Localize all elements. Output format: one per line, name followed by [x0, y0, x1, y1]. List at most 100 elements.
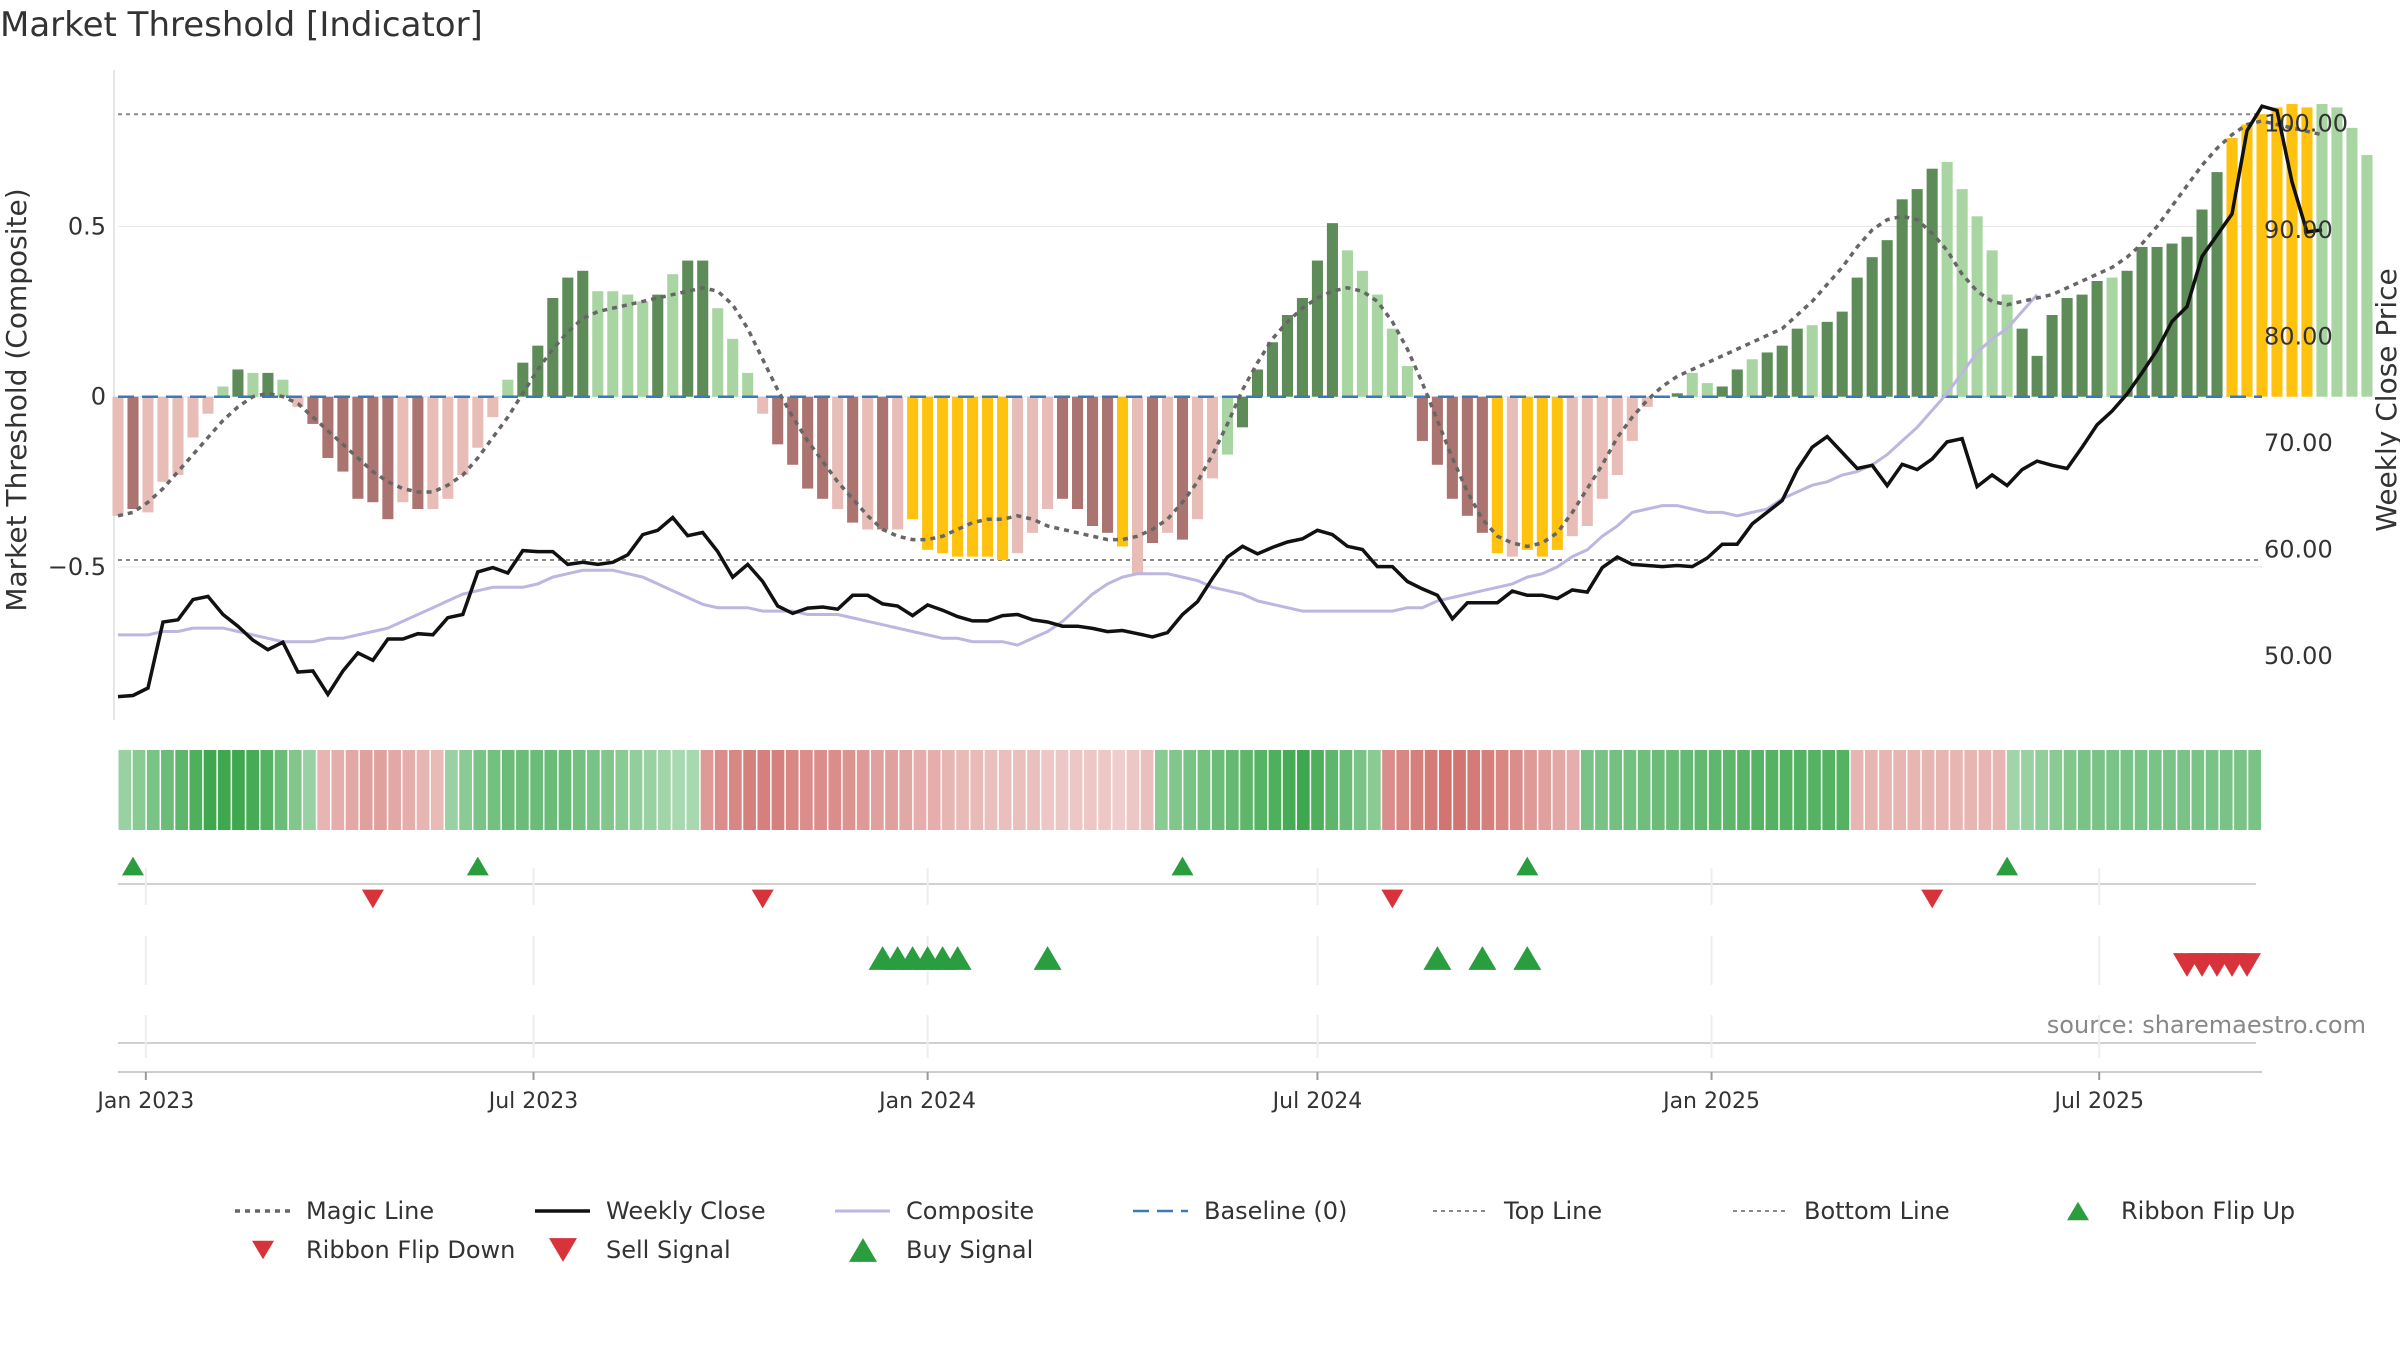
- ribbon-cell: [1084, 750, 1097, 830]
- composite-bar: [1686, 372, 1698, 397]
- ribbon-cell: [459, 750, 472, 830]
- ribbon-cell: [1112, 750, 1126, 830]
- composite-bar: [1446, 396, 1458, 499]
- composite-bar: [1761, 352, 1773, 397]
- left-tick-label: −0.5: [48, 553, 106, 581]
- composite-bar: [517, 362, 529, 397]
- ribbon-cell: [1850, 750, 1864, 830]
- composite-bar: [1866, 257, 1878, 397]
- composite-bar: [202, 396, 214, 414]
- composite-bar: [2121, 270, 2133, 397]
- composite-bar: [367, 396, 379, 503]
- composite-bar: [2316, 104, 2328, 397]
- ribbon-cell: [814, 750, 827, 830]
- composite-bar: [262, 372, 274, 397]
- composite-bar: [307, 396, 319, 424]
- right-tick-label: 60.00: [2264, 536, 2333, 564]
- composite-line: [118, 293, 2039, 647]
- x-tick-label: Jul 2023: [487, 1089, 579, 1114]
- ribbon-cell: [615, 750, 629, 830]
- composite-bar: [1566, 396, 1578, 537]
- composite-bar: [472, 396, 484, 448]
- composite-bar: [1131, 396, 1144, 574]
- ribbon-cell: [317, 750, 330, 830]
- composite-bar: [1296, 298, 1308, 397]
- left-tick-label: 0.5: [68, 213, 106, 241]
- ribbon-cell: [1552, 750, 1566, 830]
- ribbon-cell: [1254, 750, 1268, 830]
- composite-bar: [682, 260, 694, 397]
- ribbon-cell: [303, 750, 316, 830]
- composite-bar: [292, 396, 304, 407]
- composite-bar: [1551, 396, 1563, 550]
- composite-bar: [1896, 199, 1908, 397]
- composite-bar: [142, 396, 154, 513]
- ribbon-cell: [785, 750, 799, 830]
- ribbon-cell: [1623, 750, 1637, 830]
- composite-bar: [1191, 396, 1204, 520]
- composite-bar: [712, 308, 724, 397]
- composite-bar: [592, 291, 604, 397]
- ribbon-flip-up-marker: [466, 856, 489, 876]
- composite-bar: [2301, 107, 2313, 397]
- composite-bar: [2031, 355, 2043, 397]
- ribbon-cell: [473, 750, 487, 830]
- ribbon-cell: [1155, 750, 1168, 830]
- ribbon-cell: [2049, 750, 2063, 830]
- ribbon-cell: [1325, 750, 1339, 830]
- ribbon-cell: [331, 750, 345, 830]
- ribbon-cell: [572, 750, 586, 830]
- legend-label: Ribbon Flip Down: [306, 1236, 515, 1264]
- ribbon-flip-down-marker: [1921, 889, 1944, 909]
- composite-bar: [2016, 328, 2028, 397]
- ribbon-cell: [643, 750, 657, 830]
- composite-bars: [112, 104, 2373, 574]
- ribbon-cell: [1495, 750, 1509, 830]
- x-tick-label: Jul 2025: [2052, 1089, 2144, 1114]
- ribbon-cell: [828, 750, 842, 830]
- composite-bar: [907, 396, 919, 520]
- composite-bar: [322, 396, 334, 458]
- ribbon-cell: [1453, 750, 1466, 830]
- ribbon-cell: [1169, 750, 1182, 830]
- composite-bar: [2076, 294, 2088, 397]
- ribbon: [118, 750, 2261, 830]
- ribbon-cell: [217, 750, 231, 830]
- ribbon-cell: [842, 750, 856, 830]
- ribbon-cell: [1595, 750, 1608, 830]
- composite-bar: [772, 396, 784, 445]
- composite-bar: [937, 396, 949, 554]
- ribbon-cell: [658, 750, 671, 830]
- series-lines: [117, 104, 2323, 699]
- ribbon-cell: [1140, 750, 1154, 830]
- right-tick-label: 80.00: [2264, 322, 2333, 350]
- ribbon-cell: [1027, 750, 1040, 830]
- ribbon-cell: [246, 750, 259, 830]
- composite-bar: [247, 372, 259, 397]
- ribbon-cell: [2134, 750, 2148, 830]
- composite-bar: [412, 396, 424, 510]
- composite-bar: [802, 396, 814, 489]
- composite-bar: [1102, 396, 1114, 533]
- legend: Magic Line Weekly Close Composite Baseline …: [235, 1197, 2295, 1264]
- composite-bar: [862, 396, 874, 530]
- ribbon-cell: [1637, 750, 1651, 830]
- ribbon-cell: [1935, 750, 1949, 830]
- ribbon-cell: [288, 750, 302, 830]
- ribbon-cell: [161, 750, 174, 830]
- ribbon-cell: [2177, 750, 2191, 830]
- composite-bar: [877, 396, 889, 530]
- ribbon-cell: [232, 750, 245, 830]
- ribbon-cell: [700, 750, 714, 830]
- ribbon-cell: [501, 750, 515, 830]
- ribbon-cell: [416, 750, 430, 830]
- composite-bar: [982, 396, 994, 557]
- ribbon-cell: [274, 750, 288, 830]
- composite-bar: [1641, 396, 1653, 407]
- ribbon-cell: [118, 750, 132, 830]
- composite-bar: [1731, 369, 1743, 397]
- composite-bar: [1176, 396, 1189, 540]
- ribbon-cell: [1211, 750, 1225, 830]
- ribbon-cell: [1666, 750, 1679, 830]
